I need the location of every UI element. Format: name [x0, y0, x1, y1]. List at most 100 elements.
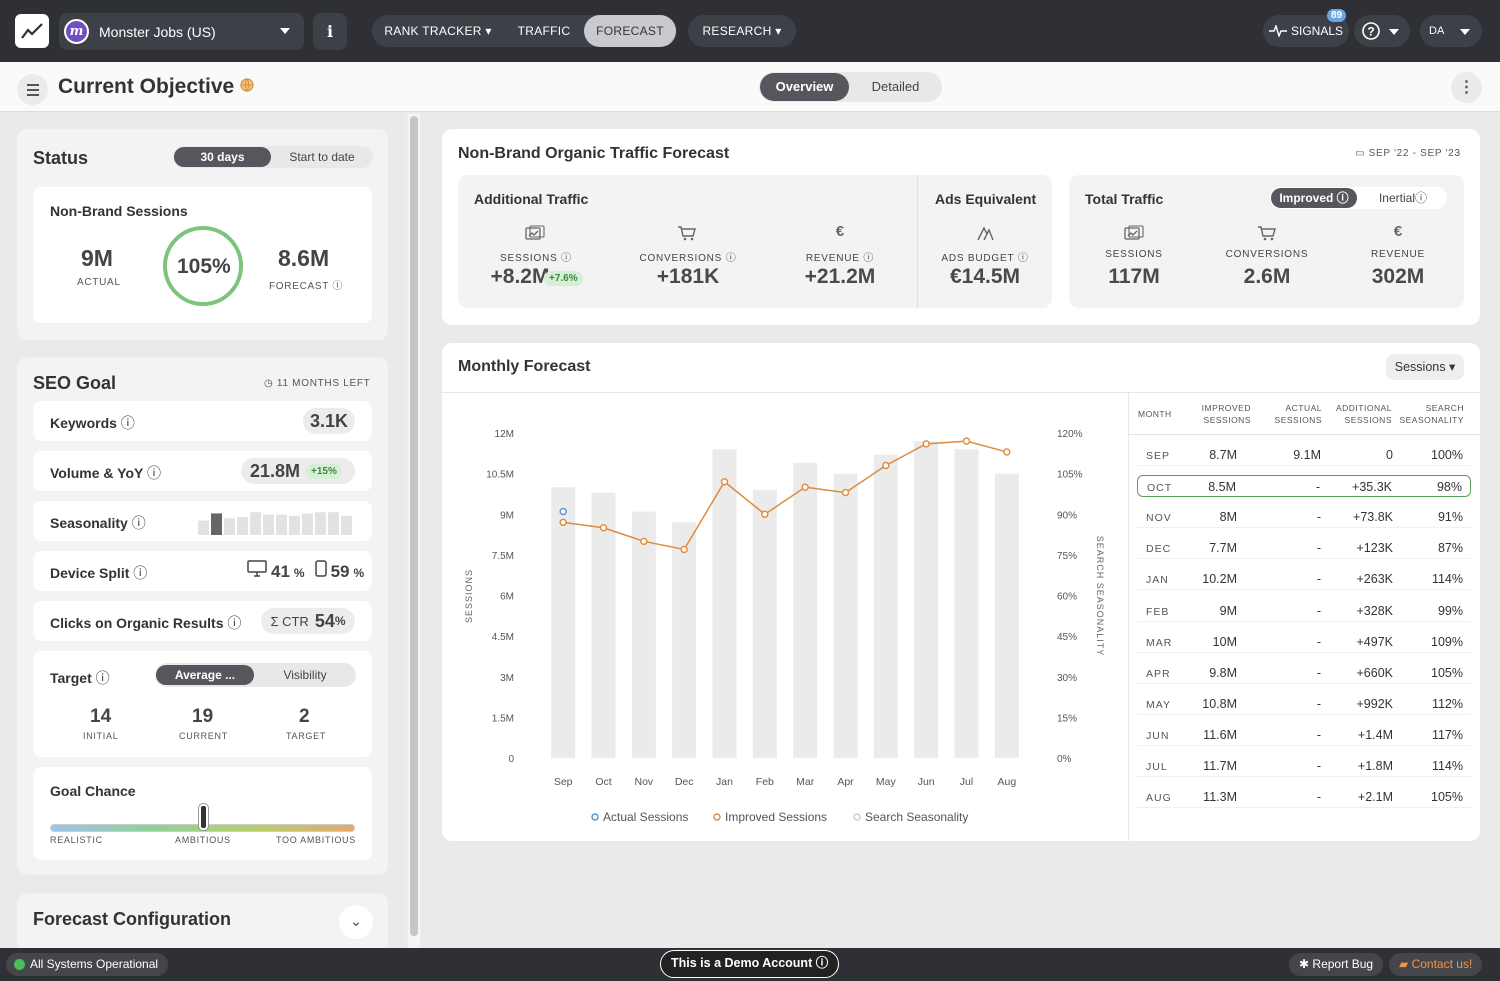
info-button[interactable]: i [313, 13, 347, 50]
y-tick-right: 60% [1057, 592, 1077, 603]
user-initials: DA [1429, 25, 1445, 37]
target-mode-average[interactable]: Average ... [156, 665, 254, 685]
table-row[interactable]: JUL 11.7M - +1.8M 114% [1137, 755, 1471, 777]
seasonality-bar [551, 487, 576, 758]
table-row[interactable]: OCT 8.5M - +35.3K 98% [1137, 475, 1471, 498]
top-bar: m Monster Jobs (US) i RANK TRACKER ▾ TRA… [0, 0, 1500, 62]
keywords-row[interactable]: Keywords ⓘ 3.1K [33, 401, 372, 441]
help-menu[interactable]: ? [1354, 15, 1410, 47]
user-menu[interactable]: DA [1420, 15, 1482, 47]
account-selector[interactable]: m Monster Jobs (US) [59, 13, 304, 50]
monthly-forecast-title: Monthly Forecast [458, 358, 591, 375]
divider [442, 392, 1480, 393]
actual-sessions-value: 9M [81, 245, 113, 271]
initial-label: INITIAL [83, 731, 119, 741]
seasonality-cell: 117% [1431, 727, 1463, 742]
report-bug-button[interactable]: ✱ Report Bug [1289, 953, 1384, 976]
goal-chance-slider-handle[interactable] [199, 804, 208, 830]
info-icon[interactable]: ⓘ [131, 515, 146, 531]
chevron-down-icon [280, 28, 290, 34]
info-icon[interactable]: ⓘ [133, 565, 148, 581]
chevron-down-icon[interactable]: ⌄ [339, 905, 373, 939]
sessions-label: SESSIONS ⓘ [486, 249, 586, 264]
x-tick-label: Apr [837, 776, 854, 788]
nav-research[interactable]: RESEARCH ▾ [702, 24, 782, 38]
footer-bar: All Systems Operational This is a Demo A… [0, 948, 1500, 981]
table-row[interactable]: NOV 8M - +73.8K 91% [1137, 506, 1471, 529]
improved-cell: 11.6M [1203, 727, 1237, 742]
table-row[interactable]: MAR 10M - +497K 109% [1137, 631, 1471, 653]
total-inertial-button[interactable]: Inertialⓘ [1378, 191, 1428, 205]
info-icon[interactable]: ⓘ [725, 253, 737, 264]
hamburger-menu-button[interactable] [17, 74, 48, 105]
volume-change-badge: +15% [306, 463, 342, 479]
seasonality-mini-bar [224, 518, 235, 535]
table-row[interactable]: DEC 7.7M - +123K 87% [1137, 537, 1471, 560]
view-detailed-button[interactable]: Detailed [871, 79, 920, 94]
period-30-days[interactable]: 30 days [174, 147, 271, 167]
organic-clicks-row[interactable]: Clicks on Organic Results ⓘ Σ CTR 54% [33, 601, 372, 641]
divider [1128, 393, 1129, 841]
seasonality-mini-bar [276, 514, 287, 535]
info-icon[interactable]: ⓘ [561, 253, 572, 264]
contact-us-button[interactable]: ▰ Contact us! [1389, 953, 1483, 976]
demo-account-badge[interactable]: This is a Demo Account ⓘ [660, 950, 840, 978]
left-panel-scrollbar[interactable] [408, 114, 420, 948]
device-split-row[interactable]: Device Split ⓘ 41% 59% [33, 551, 372, 591]
ctr-value: Σ CTR 54% [261, 608, 355, 634]
scale-ambitious: AMBITIOUS [175, 835, 231, 845]
metric-dropdown[interactable]: Sessions ▾ [1386, 354, 1464, 380]
month-cell: JAN [1146, 574, 1169, 587]
y-tick-left: 10.5M [486, 470, 514, 481]
info-icon[interactable]: ⓘ [147, 465, 161, 481]
actual-cell: - [1316, 603, 1321, 618]
keywords-label: Keywords ⓘ [50, 413, 135, 433]
nav-traffic[interactable]: TRAFFIC [517, 24, 571, 38]
seasonality-bar [994, 473, 1019, 758]
more-options-button[interactable]: ⋮ [1451, 72, 1482, 103]
additional-cell: +35.3K [1352, 480, 1392, 495]
system-status[interactable]: All Systems Operational [6, 953, 169, 976]
table-row[interactable]: SEP 8.7M 9.1M 0 100% [1137, 444, 1471, 466]
nav-rank-tracker-label: RANK TRACKER [384, 24, 482, 38]
device-split-label: Device Split ⓘ [50, 563, 147, 583]
table-row[interactable]: JUN 11.6M - +1.4M 117% [1137, 724, 1471, 746]
table-row[interactable]: FEB 9M - +328K 99% [1137, 600, 1471, 622]
legend-actual-sessions-marker [591, 813, 599, 821]
traffic-forecast-title: Non-Brand Organic Traffic Forecast [458, 145, 730, 162]
info-icon[interactable]: ⓘ [332, 281, 344, 292]
nav-rank-tracker[interactable]: RANK TRACKER ▾ [384, 24, 492, 38]
seasonality-label-text: Seasonality [50, 515, 128, 531]
app-logo[interactable] [15, 14, 49, 48]
target-mode-visibility[interactable]: Visibility [283, 668, 327, 682]
info-icon[interactable]: ⓘ [120, 415, 135, 431]
table-row[interactable]: AUG 11.3M - +2.1M 105% [1137, 786, 1471, 809]
table-row[interactable]: APR 9.8M - +660K 105% [1137, 662, 1471, 684]
info-icon[interactable]: ⓘ [227, 615, 242, 631]
nav-forecast[interactable]: FORECAST [584, 15, 676, 47]
total-inertial-label: Inertial [1378, 191, 1415, 205]
y-tick-right: 30% [1057, 673, 1077, 684]
y-axis-label-left: SESSIONS [464, 569, 474, 623]
forecast-config-card[interactable]: Forecast Configuration ⌄ [17, 893, 388, 948]
period-start-to-date[interactable]: Start to date [289, 150, 355, 164]
info-icon[interactable]: ⓘ [95, 670, 110, 686]
volume-row[interactable]: Volume & YoY ⓘ 21.8M +15% [33, 451, 372, 491]
view-overview-button[interactable]: Overview [760, 73, 849, 101]
signals-button[interactable]: SIGNALS [1263, 15, 1349, 47]
total-improved-button[interactable]: Improved ⓘ [1271, 188, 1357, 208]
progress-percent: 105% [177, 255, 231, 278]
cart-icon [674, 225, 700, 245]
additional-cell: +1.8M [1357, 759, 1393, 773]
table-row[interactable]: MAY 10.8M - +992K 112% [1137, 693, 1471, 715]
info-icon[interactable]: ⓘ [863, 253, 875, 264]
info-icon[interactable]: ⓘ [1017, 253, 1029, 264]
mobile-percent: 59 [330, 562, 350, 581]
seasonality-row[interactable]: Seasonality ⓘ [33, 501, 372, 541]
improved-sessions-line [563, 440, 1008, 551]
improved-cell: 11.3M [1203, 790, 1237, 805]
pulse-icon [1268, 25, 1287, 37]
month-cell: JUL [1146, 761, 1168, 773]
actual-cell: - [1315, 480, 1320, 495]
table-row[interactable]: JAN 10.2M - +263K 114% [1137, 568, 1471, 591]
